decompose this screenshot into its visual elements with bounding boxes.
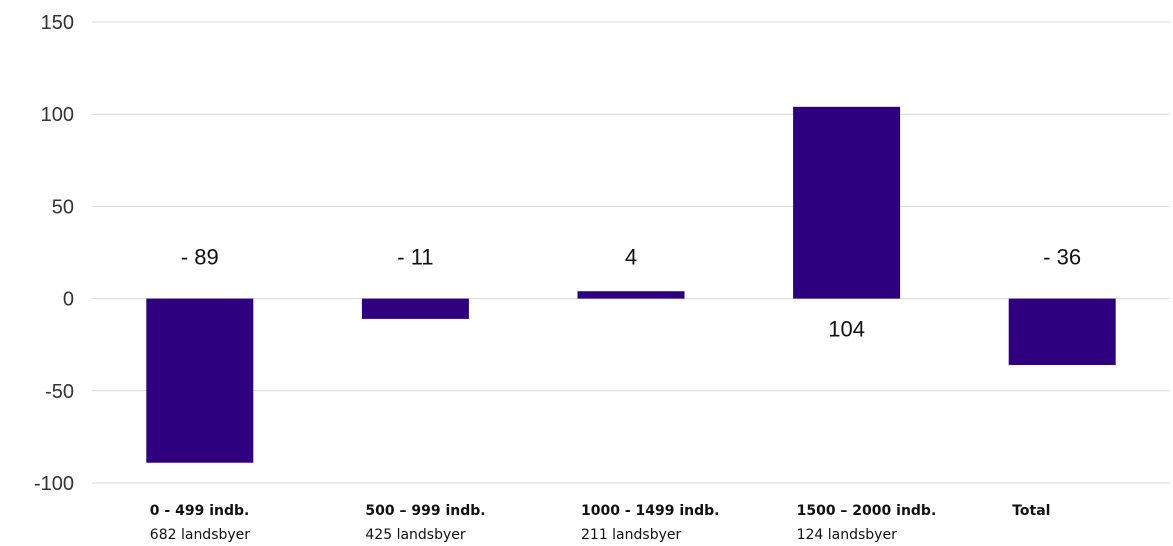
data-label: - 36 <box>1043 245 1081 270</box>
y-tick-label: 150 <box>41 12 74 34</box>
y-tick-label: 0 <box>63 289 74 311</box>
bar <box>361 298 469 319</box>
data-labels: - 89 - 11 4 104 - 36 <box>181 245 1081 342</box>
y-tick-label: -100 <box>34 473 74 495</box>
bar <box>577 291 685 299</box>
data-label: - 89 <box>181 245 219 270</box>
y-axis-tick-labels: 150 100 50 0 -50 -100 <box>34 12 74 495</box>
y-tick-label: -50 <box>45 381 74 403</box>
data-label: 4 <box>625 245 637 270</box>
category-label: 1000 - 1499 indb. <box>581 503 720 519</box>
category-label: Total <box>1012 503 1050 519</box>
y-tick-label: 100 <box>41 104 74 126</box>
category-label: 1500 – 2000 indb. <box>797 503 937 519</box>
category-sublabel: 425 landsbyer <box>365 527 465 543</box>
category-sublabel: 124 landsbyer <box>797 527 897 543</box>
gridlines <box>92 21 1170 484</box>
category-label: 0 - 499 indb. <box>150 503 250 519</box>
bar <box>793 106 901 299</box>
bar <box>146 298 254 463</box>
category-sublabel: 682 landsbyer <box>150 527 250 543</box>
data-label: 104 <box>828 317 865 342</box>
category-label: 500 – 999 indb. <box>365 503 485 519</box>
category-sublabel: 211 landsbyer <box>581 527 681 543</box>
bars <box>146 106 1116 463</box>
x-axis-category-labels: 0 - 499 indb. 682 landsbyer 500 – 999 indb… <box>150 503 1051 543</box>
y-tick-label: 50 <box>52 196 74 218</box>
bar <box>1008 298 1116 365</box>
data-label: - 11 <box>397 245 433 270</box>
